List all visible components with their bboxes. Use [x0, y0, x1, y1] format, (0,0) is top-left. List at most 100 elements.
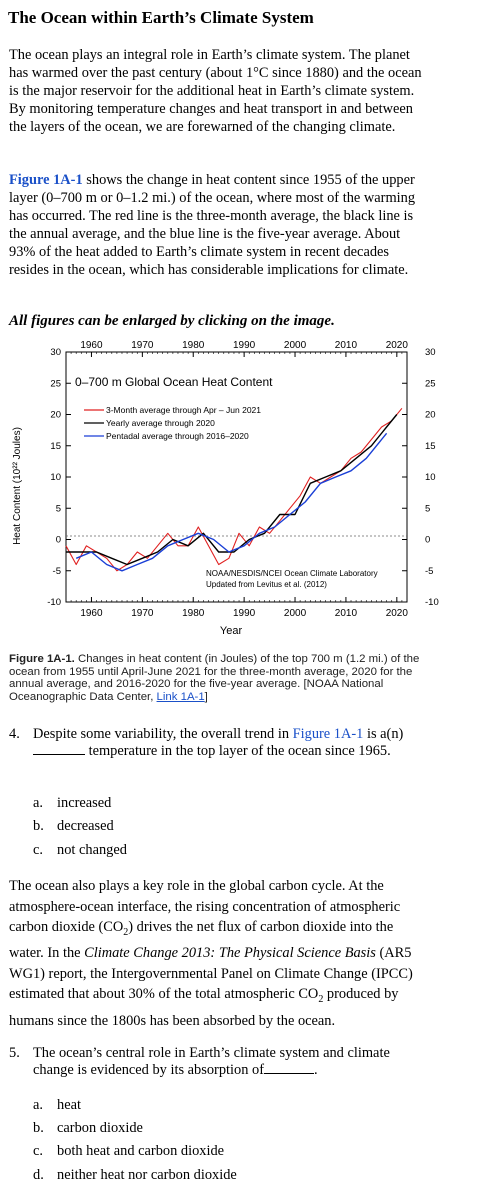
x-axis-label: Year [220, 625, 243, 637]
question-4-figure-link[interactable]: Figure 1A-1 [292, 726, 364, 742]
x-tick-top-label: 2000 [284, 340, 307, 351]
carbon-text-c: (AR5 WG1) report, the Intergovernmental … [9, 945, 413, 1003]
option-text: carbon dioxide [57, 1120, 143, 1136]
y-ticks-left: -10 -5 0 5 10 15 20 25 30 [47, 347, 71, 608]
y-tick-left-label: 20 [50, 410, 61, 421]
x-tick-bottom-label: 1980 [182, 608, 205, 619]
y-tick-left-label: 30 [50, 347, 61, 358]
x-tick-bottom-label: 2020 [386, 608, 409, 619]
series-lines [65, 407, 403, 572]
carbon-text-d: produced by humans since the 1800s has b… [9, 986, 399, 1029]
question-4-number: 4. [9, 726, 20, 742]
y-tick-left-label: -5 [53, 566, 61, 577]
y-tick-right-label: 30 [425, 347, 436, 358]
option-letter: c. [33, 1143, 43, 1159]
heat-content-chart[interactable]: 1960 1970 1980 1990 2000 2010 2020 1960 1970 198… [0, 336, 485, 641]
question-5-body: The ocean’s central role in Earth’s clim… [33, 1045, 390, 1078]
x-tick-bottom-label: 1990 [233, 608, 256, 619]
y-tick-right-label: 10 [425, 472, 436, 483]
figure-caption: Figure 1A-1. Changes in heat content (in… [9, 653, 441, 703]
question-4-text: Despite some variability, the overall tr… [33, 726, 433, 759]
question-4-post: temperature in the top layer of the ocea… [85, 743, 391, 759]
option-text: heat [57, 1097, 81, 1113]
legend-label-yearly: Yearly average through 2020 [106, 418, 215, 428]
question-5: 5. The ocean’s central role in Earth’s c… [0, 1045, 485, 1085]
option-letter: a. [33, 795, 43, 811]
y-tick-right-label: 20 [425, 410, 436, 421]
question-4-option-a[interactable]: a. increased [33, 795, 111, 812]
question-5-option-a[interactable]: a. heat [33, 1097, 81, 1114]
question-5-text: The ocean’s central role in Earth’s clim… [33, 1045, 433, 1078]
series-line-pentadal [75, 432, 388, 572]
y-tick-right-label: -5 [425, 566, 433, 577]
y-tick-left-label: 25 [50, 378, 61, 389]
co2-subscript-1: 2 [123, 926, 129, 938]
option-letter: a. [33, 1097, 43, 1113]
caption-link[interactable]: Link 1A-1 [156, 690, 205, 703]
co2-subscript-2: 2 [318, 994, 324, 1006]
question-5-blank [264, 1061, 314, 1074]
x-tick-bottom-label: 2000 [284, 608, 307, 619]
caption-end: ] [204, 690, 208, 703]
x-tick-bottom-label: 1970 [131, 608, 154, 619]
x-tick-top-label: 1990 [233, 340, 256, 351]
x-tick-top-label: 2010 [335, 340, 358, 351]
option-text: both heat and carbon dioxide [57, 1143, 225, 1159]
question-5-end: . [314, 1062, 318, 1078]
y-tick-left-label: -10 [47, 597, 61, 608]
option-letter: b. [33, 1120, 44, 1136]
series-line-yearly [66, 414, 398, 566]
caption-text: Changes in heat content (in Joules) of t… [9, 653, 420, 703]
carbon-text-a: The ocean also plays a key role in the g… [9, 878, 401, 935]
y-tick-right-label: -10 [425, 597, 439, 608]
x-ticks-top: 1960 1970 1980 1990 2000 2010 2020 [65, 340, 409, 357]
chart-legend: 3-Month average through Apr – Jun 2021 Y… [84, 405, 261, 441]
caption-label: Figure 1A-1. [9, 653, 75, 665]
y-tick-left-label: 15 [50, 441, 61, 452]
option-letter: c. [33, 842, 43, 858]
source-note-line2: Updated from Levitus et al. (2012) [206, 580, 327, 589]
carbon-paragraph: The ocean also plays a key role in the g… [9, 876, 427, 1031]
x-tick-top-label: 1980 [182, 340, 205, 351]
enlarge-note: All figures can be enlarged by clicking … [9, 313, 335, 329]
y-tick-right-label: 25 [425, 378, 436, 389]
legend-label-3month: 3-Month average through Apr – Jun 2021 [106, 405, 261, 415]
y-tick-right-label: 0 [425, 535, 430, 546]
y-tick-left-label: 0 [56, 535, 61, 546]
x-ticks-bottom: 1960 1970 1980 1990 2000 2010 2020 [65, 597, 409, 619]
x-tick-top-label: 2020 [386, 340, 409, 351]
y-ticks-right: -10 -5 0 5 10 15 20 25 30 [402, 347, 439, 608]
question-4-option-b[interactable]: b. decreased [33, 818, 114, 835]
ipcc-report-title: Climate Change 2013: The Physical Scienc… [84, 945, 376, 962]
figure-paragraph-text: shows the change in heat content since 1… [9, 172, 416, 278]
option-text: increased [57, 795, 112, 811]
question-4-mid: is a(n) [363, 726, 404, 742]
x-tick-top-label: 1960 [80, 340, 103, 351]
x-tick-bottom-label: 2010 [335, 608, 358, 619]
figure-link[interactable]: Figure 1A-1 [9, 172, 83, 188]
option-text: decreased [57, 818, 114, 834]
figure-paragraph: Figure 1A-1 shows the change in heat con… [9, 171, 427, 279]
carbon-text-b: ) drives the net flux of carbon dioxide … [9, 919, 394, 962]
option-text: not changed [57, 842, 127, 858]
x-tick-top-label: 1970 [131, 340, 154, 351]
option-letter: d. [33, 1167, 44, 1183]
question-4-blank [33, 742, 85, 755]
intro-paragraph: The ocean plays an integral role in Eart… [9, 47, 422, 135]
question-4-option-c[interactable]: c. not changed [33, 842, 127, 859]
y-axis-label: Heat Content (10²² Joules) [12, 427, 23, 545]
series-line-3month [65, 407, 403, 572]
y-tick-right-label: 15 [425, 441, 436, 452]
question-5-option-b[interactable]: b. carbon dioxide [33, 1120, 143, 1137]
question-4-pre: Despite some variability, the overall tr… [33, 726, 293, 742]
y-tick-right-label: 5 [425, 503, 430, 514]
question-5-option-d[interactable]: d. neither heat nor carbon dioxide [33, 1167, 237, 1184]
source-note: NOAA/NESDIS/NCEI Ocean Climate Laborator… [206, 569, 378, 589]
y-tick-left-label: 10 [50, 472, 61, 483]
source-note-line1: NOAA/NESDIS/NCEI Ocean Climate Laborator… [206, 569, 378, 578]
option-letter: b. [33, 818, 44, 834]
question-5-option-c[interactable]: c. both heat and carbon dioxide [33, 1143, 224, 1160]
question-5-number: 5. [9, 1045, 20, 1061]
page-title: The Ocean within Earth’s Climate System [8, 8, 314, 27]
